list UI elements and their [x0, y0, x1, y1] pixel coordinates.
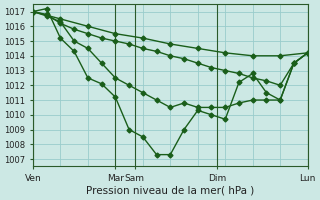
X-axis label: Pression niveau de la mer( hPa ): Pression niveau de la mer( hPa ) [86, 186, 254, 196]
